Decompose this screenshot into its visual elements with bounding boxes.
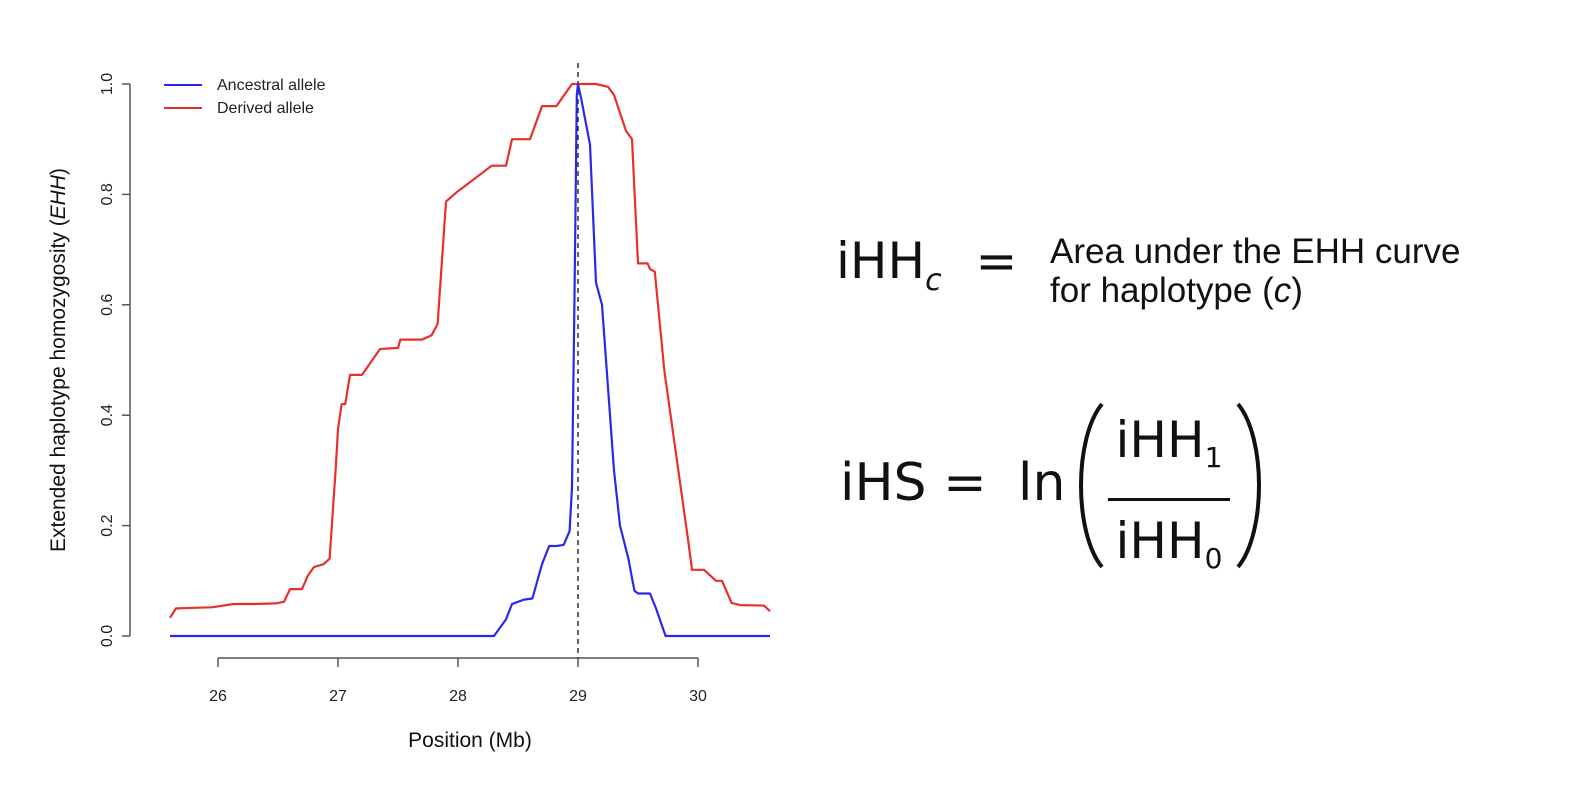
definition-prefix: for haplotype ( [1050, 271, 1274, 311]
y-tick-label: 0.2 [99, 514, 116, 536]
legend-label: Derived allele [217, 100, 314, 117]
numerator-subscript: 1 [1204, 441, 1223, 474]
numerator-symbol: iHH [1115, 411, 1205, 469]
right-paren-icon [1236, 402, 1261, 569]
definition-suffix: ) [1291, 271, 1303, 311]
denominator-symbol: iHH [1115, 511, 1205, 570]
plot-area: 0.0 0.2 0.4 0.6 0.8 1.0 26 27 28 29 30 Position (Mb… [47, 63, 771, 752]
x-axis-title: Position (Mb) [408, 729, 532, 752]
legend-label: Ancestral allele [217, 77, 326, 94]
x-tick-label: 27 [329, 688, 347, 705]
x-tick-label: 30 [689, 688, 707, 705]
denominator-subscript: 0 [1204, 541, 1223, 575]
left-paren-icon [1079, 402, 1104, 569]
fraction-numerator: iHH1 [1106, 404, 1232, 494]
ihh-c-subscript: c [925, 263, 942, 298]
ihh-c-definition: Area under the EHH curve for haplotype (… [1050, 232, 1460, 310]
definition-var: c [1273, 271, 1292, 311]
y-tick-label: 0.4 [99, 404, 116, 426]
ihh-c-symbol: iHH [836, 232, 926, 290]
fraction-denominator: iHH0 [1106, 505, 1232, 595]
series-line-ancestral-allele [170, 82, 770, 638]
ihs-fraction: iHH1 iHH0 [1106, 404, 1232, 595]
x-tick-label: 29 [569, 688, 587, 705]
fraction-bar [1108, 498, 1230, 501]
definition-line-2: for haplotype (c) [1050, 271, 1460, 310]
y-axis-title-part: EHH [47, 174, 70, 219]
y-tick-label: 0.8 [99, 183, 116, 205]
ehh-chart: 0.0 0.2 0.4 0.6 0.8 1.0 26 27 28 29 30 Position (Mb… [47, 63, 771, 752]
y-axis-title-part: Extended haplotype homozygosity ( [47, 219, 70, 552]
y-tick-label: 0.6 [99, 294, 116, 316]
ihs-lhs: iHS = [840, 453, 987, 513]
equals-sign: = [975, 232, 1018, 290]
y-tick-label: 0.0 [99, 625, 116, 647]
ihh-c-equation: iHHc = [836, 232, 1017, 298]
ln-operator: ln [1018, 453, 1066, 513]
series-line-derived-allele [169, 82, 771, 619]
x-tick-label: 26 [209, 688, 227, 705]
x-tick-label: 28 [449, 688, 467, 705]
y-axis-title: Extended haplotype homozygosity (EHH) [47, 168, 70, 552]
definition-line-1: Area under the EHH curve [1050, 232, 1461, 271]
y-axis-title-part: ) [47, 168, 70, 175]
y-tick-label: 1.0 [99, 73, 116, 95]
